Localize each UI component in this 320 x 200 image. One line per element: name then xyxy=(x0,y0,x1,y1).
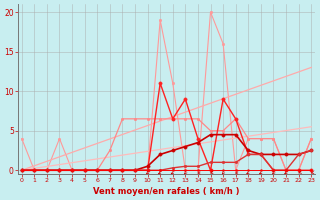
X-axis label: Vent moyen/en rafales ( km/h ): Vent moyen/en rafales ( km/h ) xyxy=(93,187,240,196)
